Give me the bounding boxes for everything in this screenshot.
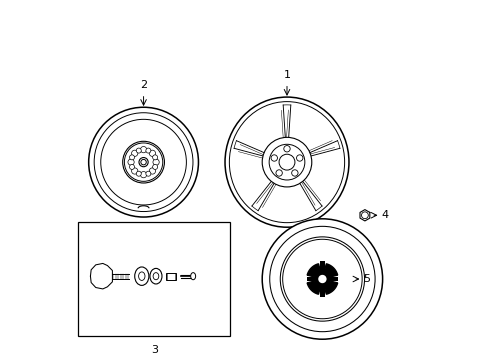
Ellipse shape <box>145 148 151 153</box>
Ellipse shape <box>270 155 277 161</box>
Ellipse shape <box>129 155 134 160</box>
Ellipse shape <box>275 170 282 176</box>
Ellipse shape <box>131 150 138 157</box>
Bar <box>165 273 176 280</box>
Bar <box>78 222 230 336</box>
Text: 1: 1 <box>283 70 290 80</box>
Bar <box>320 261 324 297</box>
Ellipse shape <box>190 273 195 280</box>
Ellipse shape <box>262 138 311 187</box>
Ellipse shape <box>224 97 348 227</box>
Text: 3: 3 <box>150 345 157 355</box>
Ellipse shape <box>128 159 134 165</box>
Ellipse shape <box>150 269 162 284</box>
Ellipse shape <box>152 165 157 170</box>
Ellipse shape <box>280 237 364 321</box>
Ellipse shape <box>122 141 164 183</box>
Polygon shape <box>323 280 337 294</box>
Text: 4: 4 <box>381 210 387 220</box>
Polygon shape <box>306 280 321 294</box>
Ellipse shape <box>140 171 146 178</box>
Ellipse shape <box>149 150 155 157</box>
Ellipse shape <box>149 168 155 174</box>
Bar <box>306 277 337 281</box>
Ellipse shape <box>318 275 326 283</box>
Ellipse shape <box>136 171 141 176</box>
Ellipse shape <box>145 171 151 176</box>
Ellipse shape <box>131 168 138 174</box>
Ellipse shape <box>152 155 157 160</box>
Text: 5: 5 <box>363 274 369 284</box>
Polygon shape <box>306 264 321 278</box>
Ellipse shape <box>140 147 146 153</box>
Polygon shape <box>90 264 112 289</box>
Ellipse shape <box>134 267 148 285</box>
Ellipse shape <box>129 165 134 170</box>
Ellipse shape <box>153 159 159 165</box>
Ellipse shape <box>291 170 298 176</box>
Ellipse shape <box>136 148 141 153</box>
Ellipse shape <box>296 155 302 161</box>
Text: 2: 2 <box>140 80 147 90</box>
Ellipse shape <box>139 158 148 167</box>
Polygon shape <box>359 210 369 221</box>
Ellipse shape <box>262 219 382 339</box>
Polygon shape <box>323 264 337 278</box>
Ellipse shape <box>283 145 289 152</box>
Ellipse shape <box>88 107 198 217</box>
Ellipse shape <box>279 154 294 170</box>
